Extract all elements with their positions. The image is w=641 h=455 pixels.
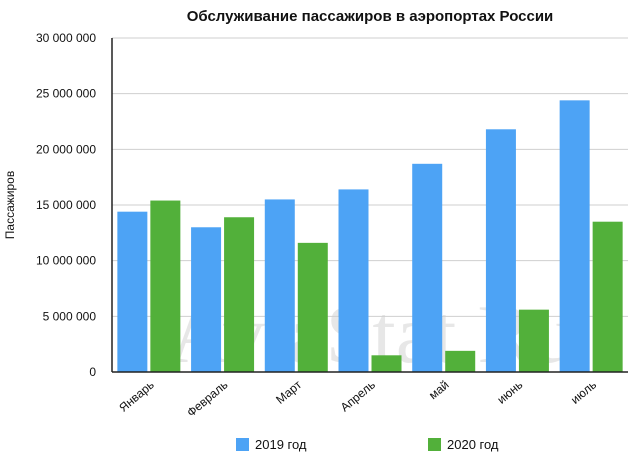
bar-2020-год-1: [224, 217, 255, 372]
x-tick-label: Январь: [116, 378, 157, 415]
bar-2020-год-4: [445, 350, 476, 372]
legend-label: 2019 год: [255, 437, 307, 452]
x-tick-label: июнь: [494, 378, 525, 407]
bar-2020-год-5: [518, 309, 549, 372]
y-tick-label: 30 000 000: [36, 31, 96, 45]
y-tick-label: 10 000 000: [36, 254, 96, 268]
y-tick-label: 25 000 000: [36, 87, 96, 101]
y-tick-label: 5 000 000: [43, 309, 97, 323]
x-tick-label: май: [426, 378, 452, 403]
x-tick-label: Февраль: [184, 378, 230, 420]
bar-2019-год-0: [117, 211, 148, 372]
bar-2020-год-0: [150, 200, 181, 372]
bar-2020-год-2: [297, 242, 328, 372]
x-tick-label: Март: [273, 377, 304, 407]
y-tick-labels: 0 5 000 000 10 000 000 15 000 000 20 000 000…: [36, 31, 96, 379]
bar-2019-год-1: [191, 227, 222, 372]
x-tick-label: Апрель: [338, 378, 378, 415]
legend: 2019 год 2020 год: [236, 437, 499, 452]
bars: [117, 100, 623, 372]
bar-2019-год-3: [338, 189, 369, 372]
y-tick-label: 15 000 000: [36, 198, 96, 212]
y-tick-label: 20 000 000: [36, 142, 96, 156]
bar-2019-год-4: [412, 163, 443, 372]
bar-2020-год-3: [371, 355, 402, 372]
bar-2019-год-5: [485, 129, 516, 372]
bar-2019-год-6: [559, 100, 590, 372]
x-tick-label: июль: [568, 378, 599, 407]
bar-2019-год-2: [264, 199, 295, 372]
legend-swatch: [428, 438, 441, 451]
legend-label: 2020 год: [447, 437, 499, 452]
legend-swatch: [236, 438, 249, 451]
y-axis-label: Пассажиров: [3, 171, 17, 239]
grid-lines: [112, 37, 628, 317]
x-tick-labels: Январь Февраль Март Апрель май июнь июль: [116, 377, 599, 419]
y-tick-label: 0: [89, 365, 96, 379]
bar-2020-год-6: [592, 221, 623, 372]
chart-title: Обслуживание пассажиров в аэропортах Рос…: [187, 8, 554, 25]
